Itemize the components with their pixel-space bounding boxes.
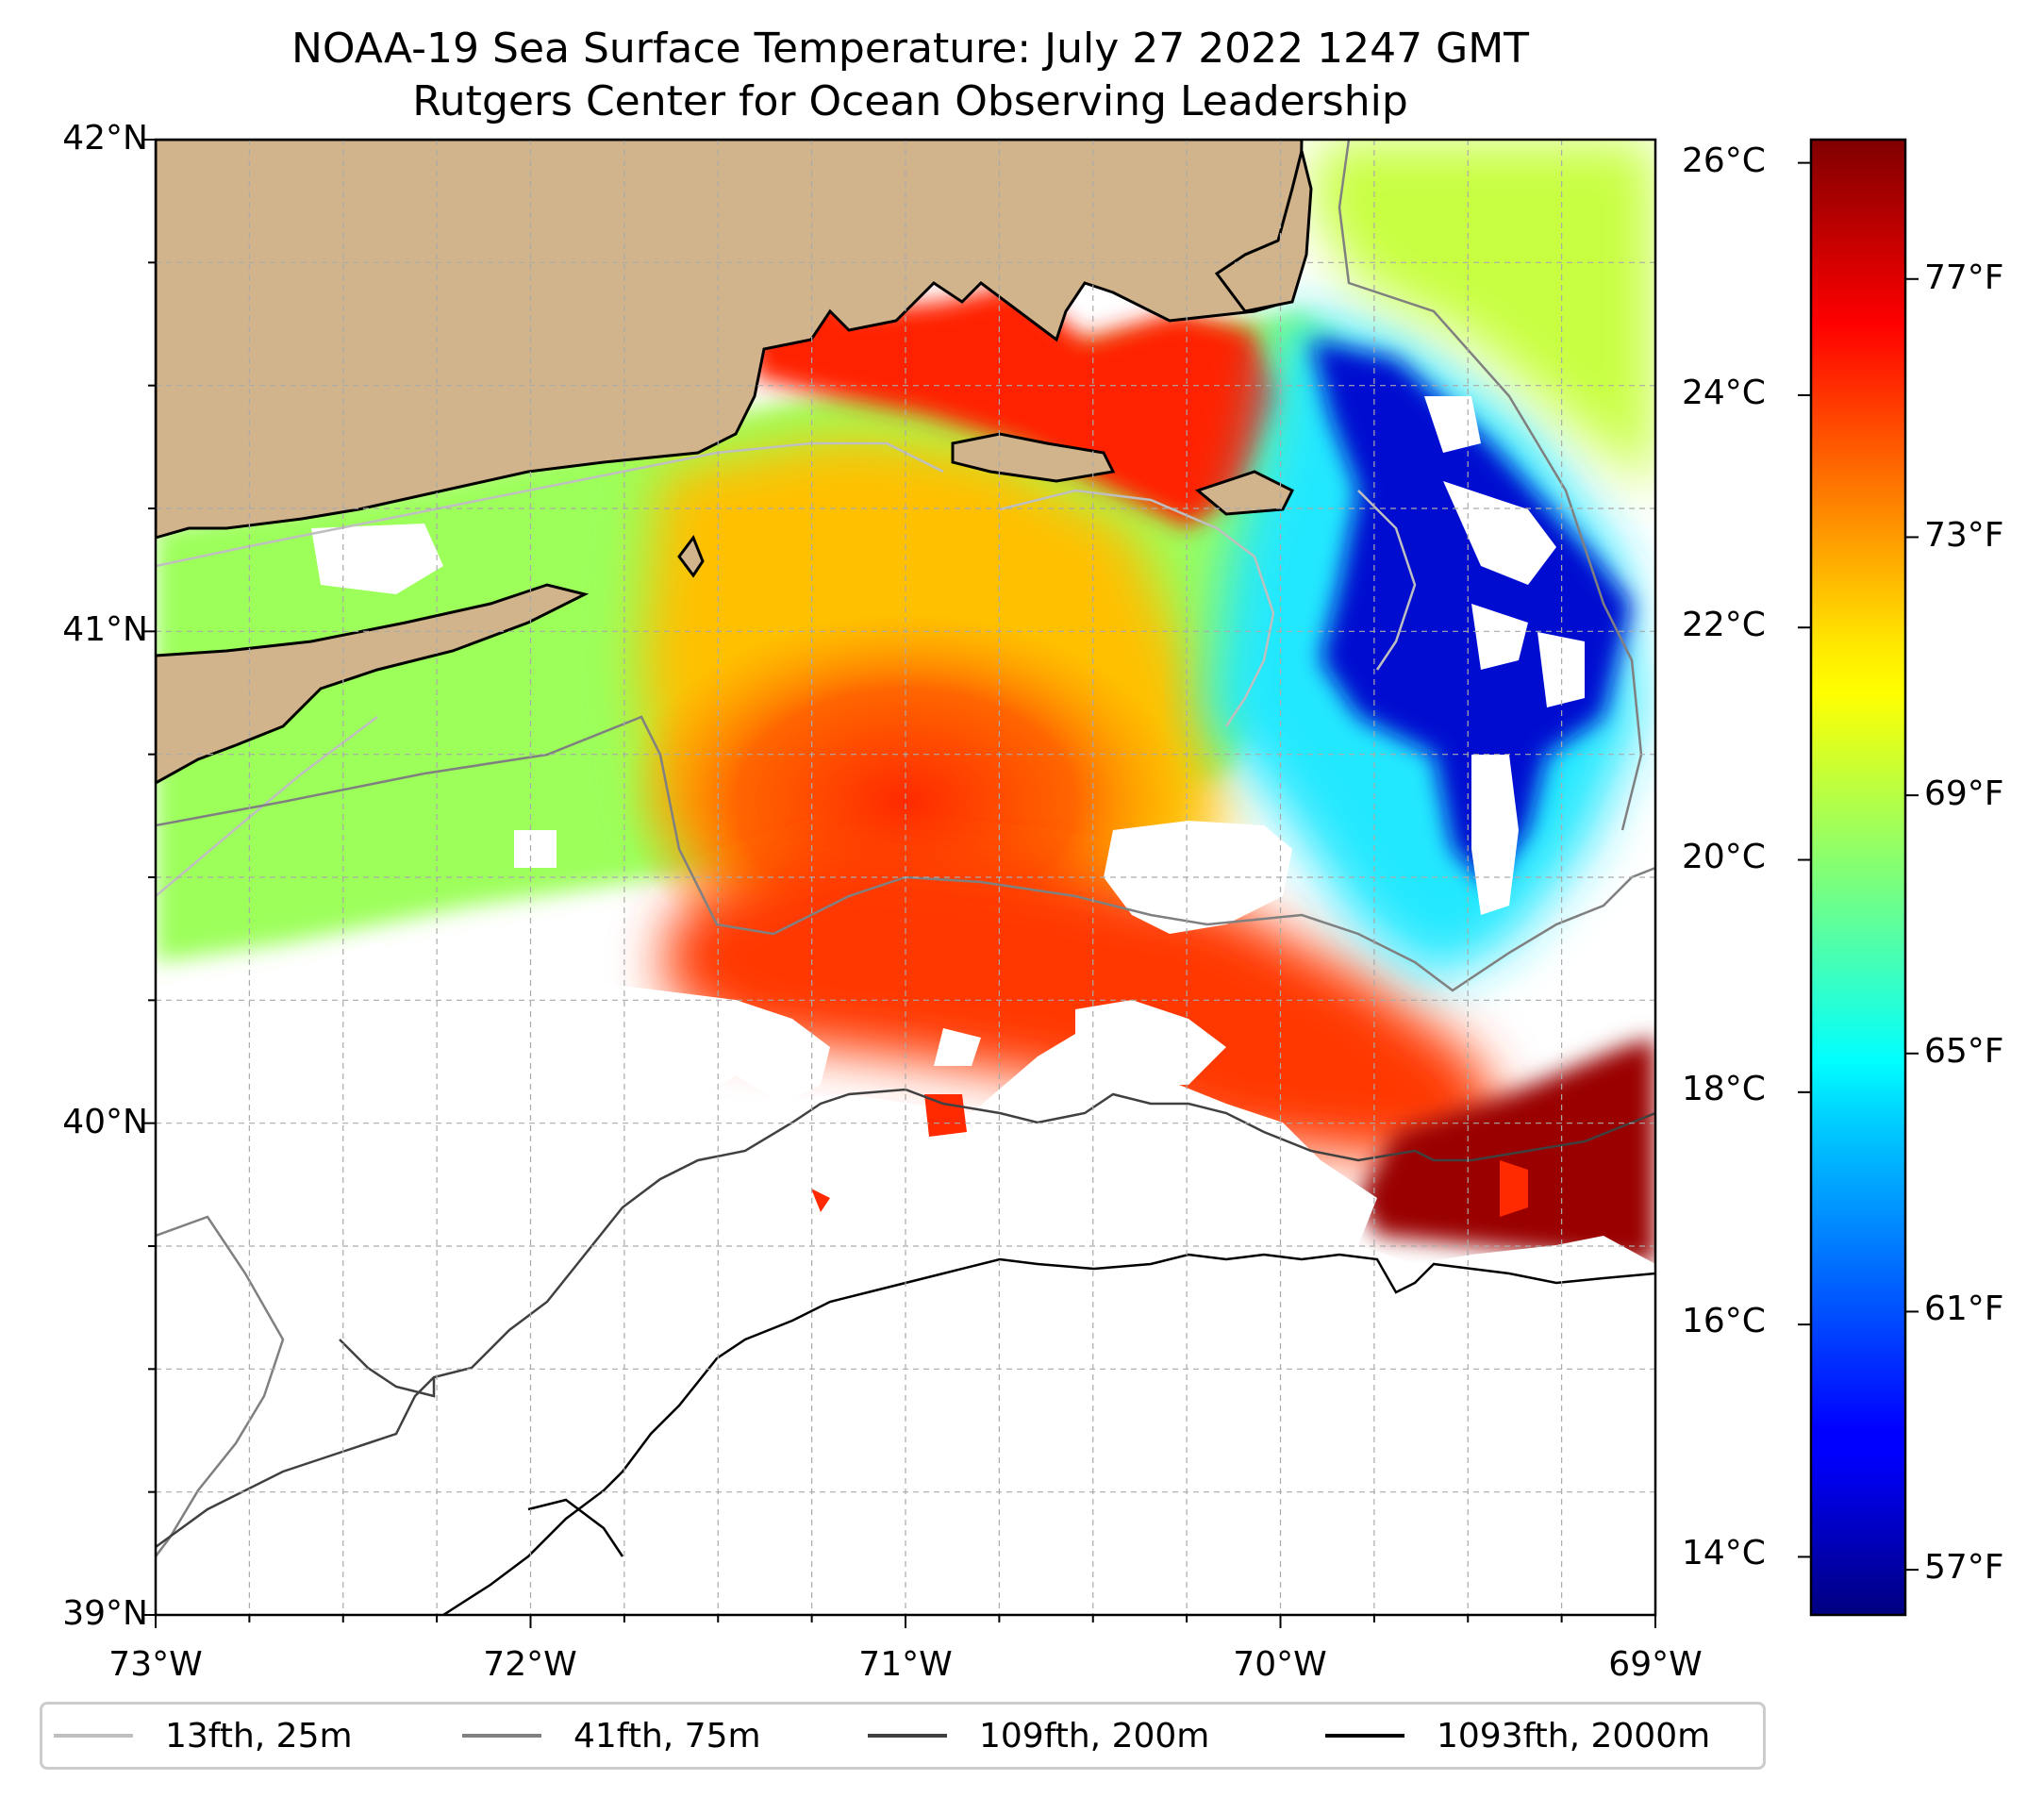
land-long-island (156, 583, 590, 785)
sst-field (156, 140, 1655, 1547)
colorbar-ticks (1798, 161, 1919, 1572)
cloud-mask-east (1424, 396, 1585, 915)
colorbar-fahrenheit-label: 73°F (1924, 516, 2004, 555)
land-marthas-vineyard (951, 432, 1116, 483)
sst-warm-nearshore-bays (745, 264, 1283, 528)
legend-entry-200m: 109fth, 200m (868, 1705, 1209, 1767)
lon-tick-label: 69°W (1608, 1645, 1703, 1684)
colorbar-celsius-label: 20°C (1682, 838, 1766, 876)
bathymetry-legend: 13fth, 25m 41fth, 75m 109fth, 200m 1093f… (40, 1702, 1766, 1770)
legend-line-swatch (868, 1734, 947, 1738)
contour-25m (156, 441, 1417, 897)
sst-patch (924, 1094, 967, 1137)
legend-entry-75m: 41fth, 75m (462, 1705, 761, 1767)
sst-warm-tongue (660, 849, 1509, 1160)
sst-gulf-of-maine (1311, 140, 1655, 491)
map-plot-area (156, 140, 1655, 1615)
lat-tick-label: 41°N (62, 610, 148, 649)
colorbar-fahrenheit-label: 69°F (1924, 774, 2004, 813)
colorbar-celsius-label: 22°C (1682, 606, 1766, 644)
colorbar-celsius-label: 18°C (1682, 1070, 1766, 1108)
land-areas (156, 140, 1313, 785)
land-new-england (156, 140, 1304, 540)
lon-tick-label: 72°W (483, 1645, 577, 1684)
colorbar (1798, 138, 1919, 1617)
colorbar-celsius-label: 14°C (1682, 1534, 1766, 1572)
lon-tick-label: 71°W (858, 1645, 953, 1684)
chart-subtitle: Rutgers Center for Ocean Observing Leade… (412, 77, 1408, 125)
chart-title: NOAA-19 Sea Surface Temperature: July 27… (291, 25, 1530, 73)
lat-tick-label: 39°N (62, 1594, 148, 1633)
legend-line-swatch (54, 1734, 133, 1738)
legend-label: 109fth, 200m (979, 1716, 1210, 1755)
lat-tick-label: 40°N (62, 1103, 148, 1141)
contour-2000m (442, 1253, 1655, 1615)
colorbar-fahrenheit-label: 57°F (1924, 1548, 2004, 1587)
cloud-mask-shelf-break (934, 1000, 1226, 1085)
legend-line-swatch (1325, 1734, 1404, 1738)
colorbar-fahrenheit-label: 65°F (1924, 1032, 2004, 1071)
colorbar-fahrenheit-label: 61°F (1924, 1290, 2004, 1328)
legend-entry-2000m: 1093fth, 2000m (1325, 1705, 1710, 1767)
legend-label: 1093fth, 2000m (1437, 1716, 1711, 1755)
colorbar-celsius-label: 24°C (1682, 374, 1766, 412)
lat-tick-label: 42°N (62, 119, 148, 158)
land-block-island (677, 534, 705, 578)
land-nantucket (1194, 470, 1295, 516)
legend-entry-25m: 13fth, 25m (54, 1705, 353, 1767)
legend-line-swatch (462, 1734, 541, 1738)
colorbar-gradient (1809, 138, 1907, 1617)
colorbar-fahrenheit-label: 77°F (1924, 258, 2004, 297)
map-gridlines (156, 140, 1655, 1615)
sst-very-warm-southeast (1358, 1038, 1655, 1264)
bathymetry-contours (156, 140, 1655, 1615)
sst-patch (811, 1189, 830, 1212)
lon-tick-label: 73°W (108, 1645, 203, 1684)
sst-cold-upwelling (1311, 340, 1632, 887)
sst-patch (1500, 1160, 1528, 1217)
legend-label: 13fth, 25m (165, 1716, 353, 1755)
colorbar-celsius-label: 26°C (1682, 141, 1766, 180)
contour-75m (156, 140, 1655, 1557)
legend-label: 41fth, 75m (573, 1716, 761, 1755)
cloud-mask-western (311, 524, 557, 868)
land-cape-cod (1214, 150, 1313, 313)
colorbar-celsius-label: 16°C (1682, 1302, 1766, 1340)
lon-tick-label: 70°W (1233, 1645, 1327, 1684)
map-ticks (142, 139, 1656, 1628)
